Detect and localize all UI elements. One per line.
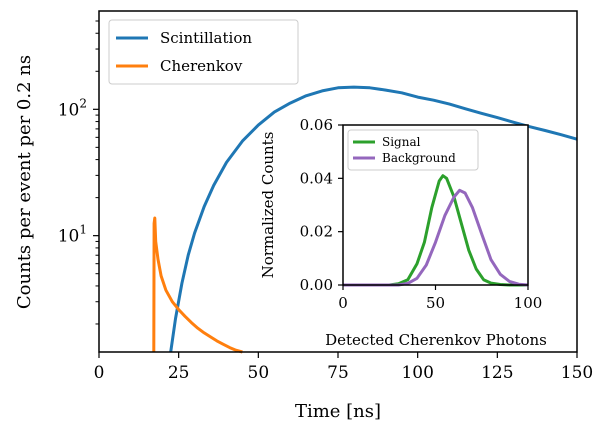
- inset-series-layer: [343, 174, 529, 287]
- x-tick-label: 50: [248, 363, 270, 383]
- main-ticks-layer: 0 25 50 75 100 125 150 101 102: [58, 20, 593, 383]
- inset-y-tick-label: 0.00: [300, 276, 333, 294]
- x-tick-label: 150: [561, 363, 593, 383]
- main-series-layer: [152, 85, 578, 354]
- inset-y-axis-label: Normalized Counts: [259, 132, 277, 279]
- inset-y-tick-label: 0.04: [300, 169, 333, 187]
- inset-x-axis-label: Detected Cherenkov Photons: [325, 331, 547, 349]
- y-tick-label: 101: [58, 223, 87, 247]
- x-axis-label: Time [ns]: [295, 401, 381, 422]
- legend-label-scintillation: Scintillation: [160, 29, 252, 47]
- x-tick-label: 125: [481, 363, 513, 383]
- legend-label-cherenkov: Cherenkov: [160, 57, 243, 75]
- inset-y-tick-label: 0.06: [300, 116, 333, 134]
- y-tick-label: 102: [58, 96, 87, 120]
- inset-x-tick-label: 0: [338, 294, 348, 312]
- x-tick-label: 0: [94, 363, 105, 383]
- main-legend-box: [108, 19, 299, 85]
- x-tick-label: 100: [401, 363, 433, 383]
- series-line-scintillation: [169, 85, 578, 353]
- inset-series-line-signal: [343, 174, 528, 287]
- inset-x-tick-label: 100: [514, 294, 543, 312]
- inset-legend: Signal Background: [347, 129, 479, 171]
- legend-label-background: Background: [382, 151, 456, 165]
- inset-legend-box: [347, 129, 479, 171]
- main-legend: Scintillation Cherenkov: [108, 19, 299, 85]
- x-tick-label: 25: [168, 363, 190, 383]
- y-axis-label: Counts per event per 0.2 ns: [14, 55, 35, 309]
- x-tick-label: 75: [327, 363, 349, 383]
- inset-series-line-background: [343, 188, 529, 287]
- inset-x-tick-label: 50: [426, 294, 445, 312]
- inset-ticks-layer: 0 50 100 0.00 0.02 0.04 0.06: [300, 116, 543, 312]
- series-line-cherenkov: [152, 216, 243, 354]
- legend-label-signal: Signal: [382, 135, 421, 149]
- inset-y-tick-label: 0.02: [300, 223, 333, 241]
- inset-chart: 0 50 100 0.00 0.02 0.04 0.06 Detected Cherenko…: [259, 116, 547, 349]
